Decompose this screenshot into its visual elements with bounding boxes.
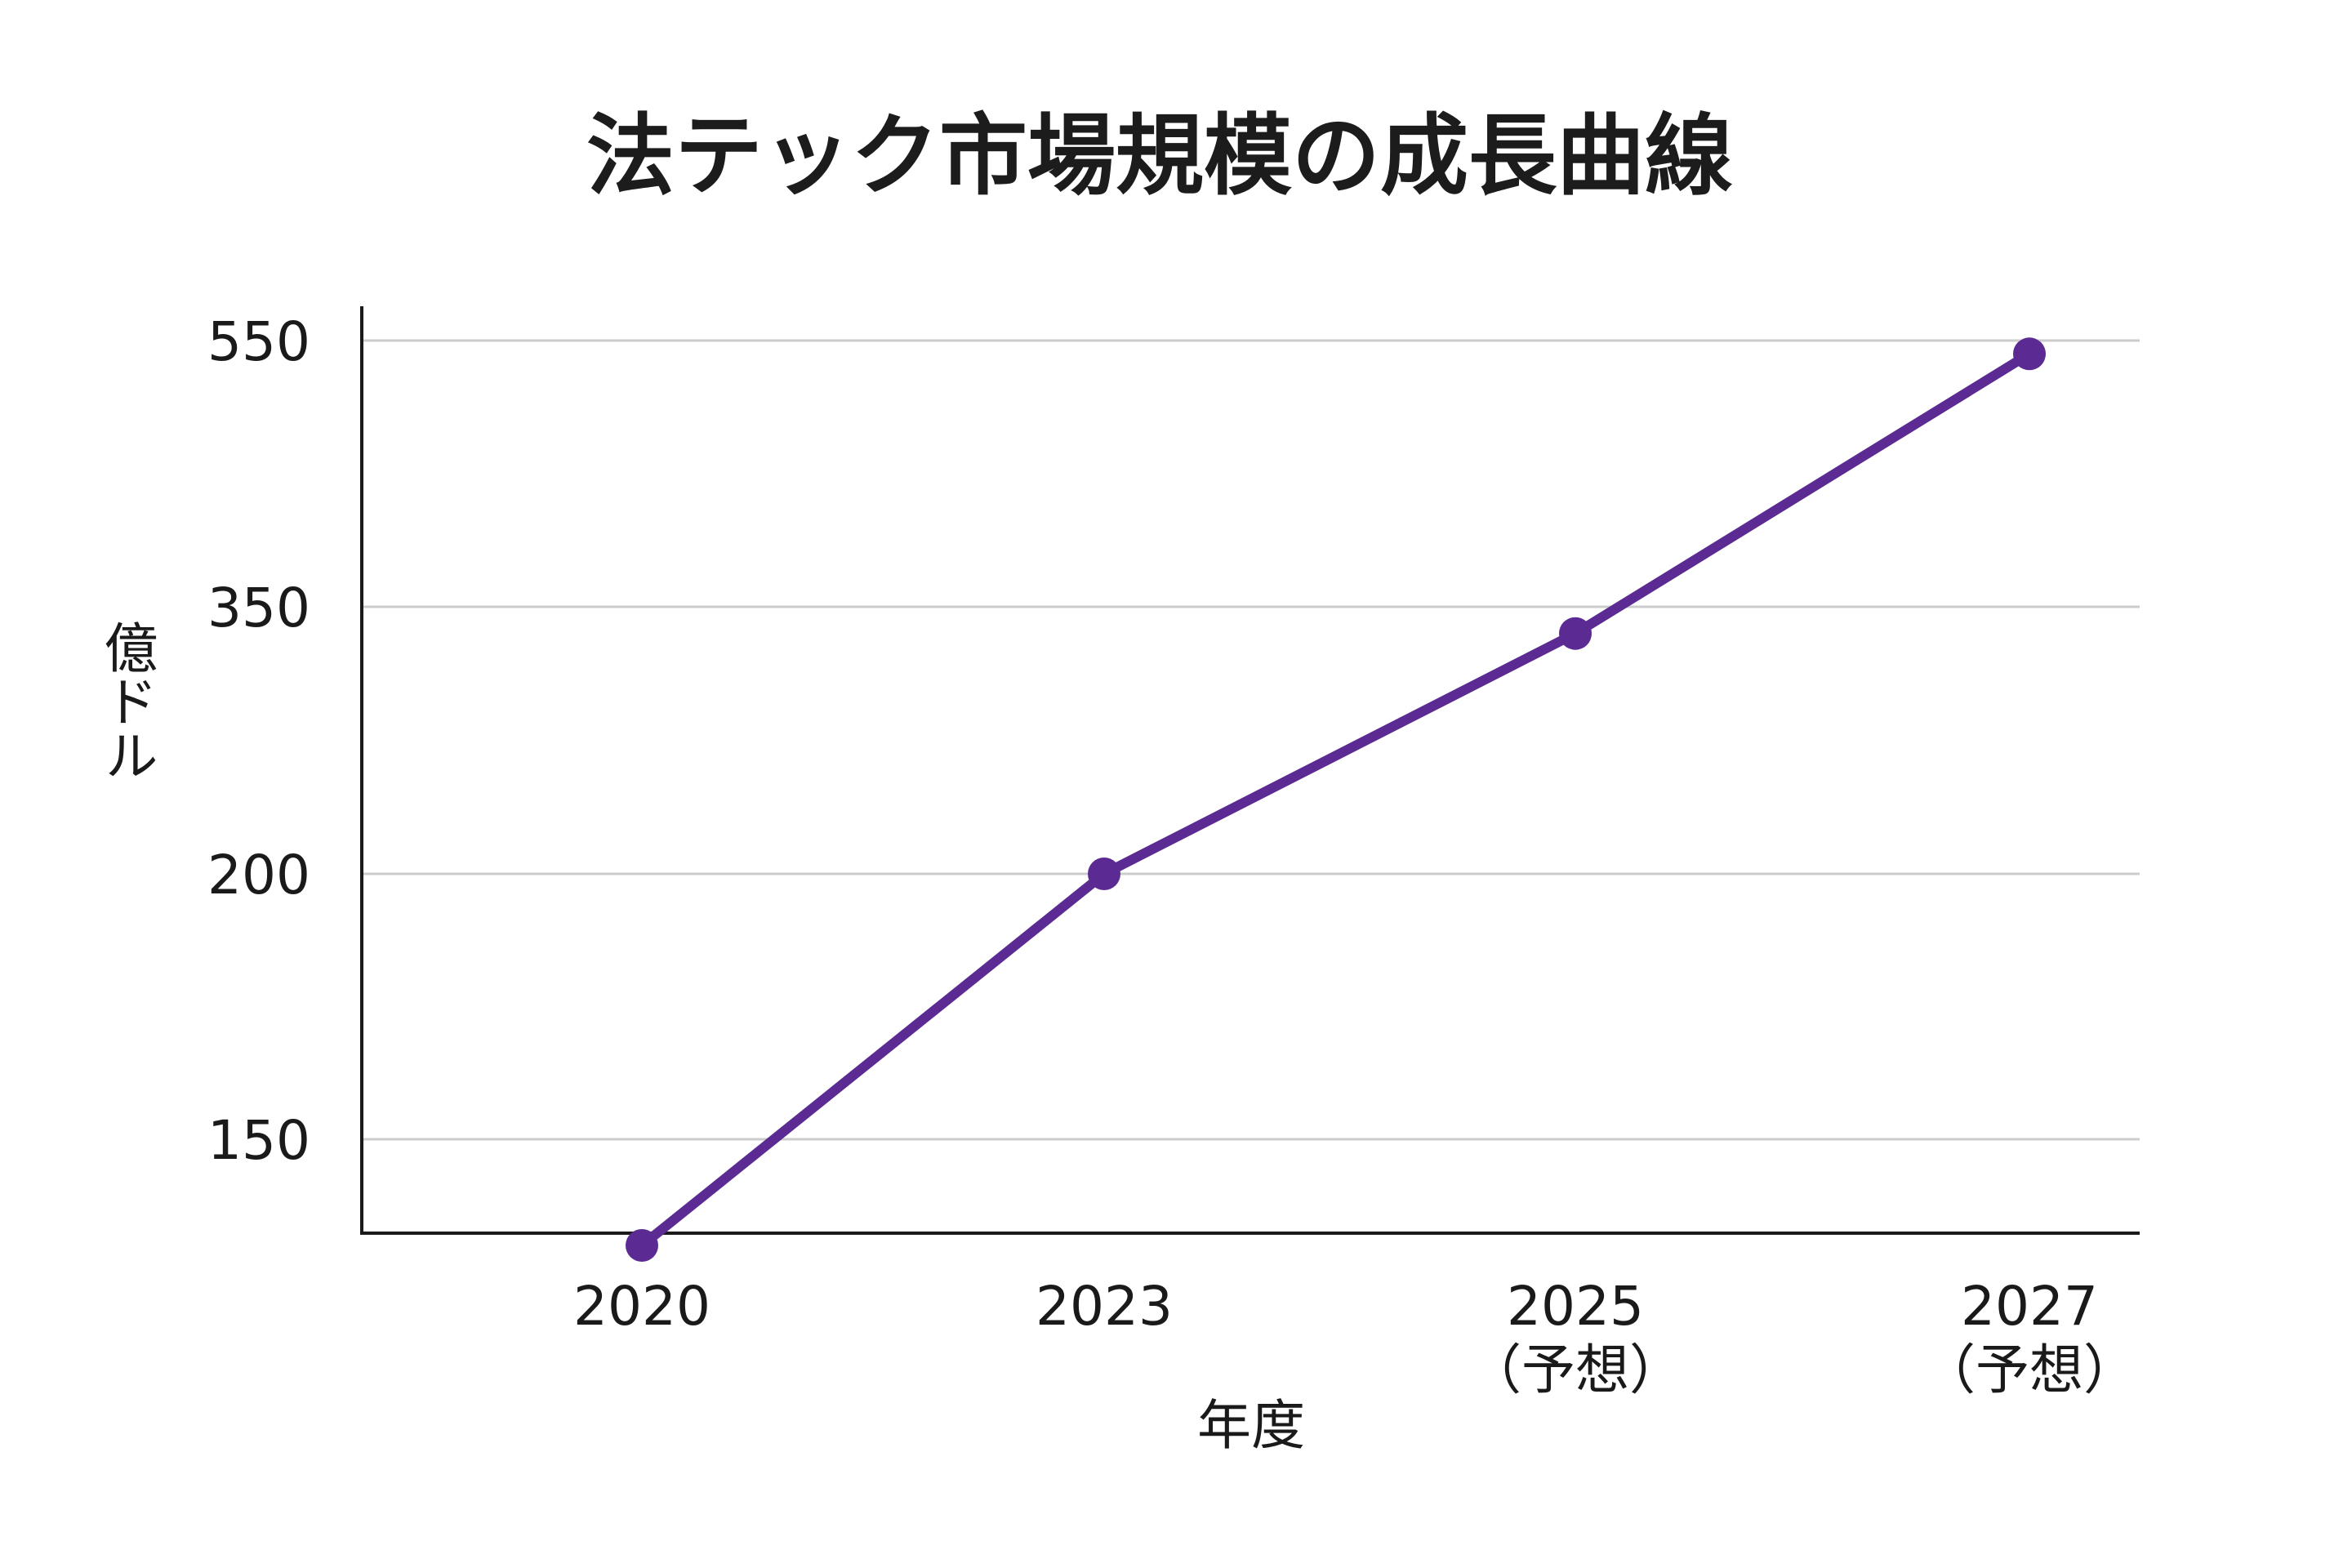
x-axis-label: 年度 [1197, 1394, 1305, 1457]
data-point-2020 [626, 1229, 658, 1262]
x-tick-note-2027: （予想） [1922, 1339, 2137, 1401]
chart-title: 法テック市場規模の成長曲線 [586, 105, 1733, 207]
y-tick-label-350: 350 [207, 577, 310, 639]
x-tick-labels: 2020 2023 2025（予想）2027（予想） [573, 1275, 2137, 1401]
gridlines [362, 339, 2140, 1141]
y-tick-labels: 150 200 350 550 [207, 310, 310, 1172]
x-tick-label-2023: 2023 [1036, 1275, 1173, 1338]
series-line [637, 349, 2034, 1250]
x-tick-label-2025: 2025 [1507, 1275, 1644, 1338]
x-tick-label-2020: 2020 [573, 1275, 710, 1338]
x-tick-note-2025: （予想） [1468, 1339, 1683, 1401]
data-point-2023 [1088, 858, 1120, 890]
x-tick-label-2027: 2027 [1961, 1275, 2098, 1338]
y-axis-label: 億ドル [96, 620, 158, 782]
data-point-2025 [1559, 617, 1592, 650]
y-tick-label-200: 200 [207, 844, 310, 906]
series-revenue [626, 337, 2046, 1262]
data-point-2027 [2013, 337, 2046, 371]
y-tick-label-150: 150 [207, 1109, 310, 1172]
y-tick-label-550: 550 [207, 310, 310, 373]
